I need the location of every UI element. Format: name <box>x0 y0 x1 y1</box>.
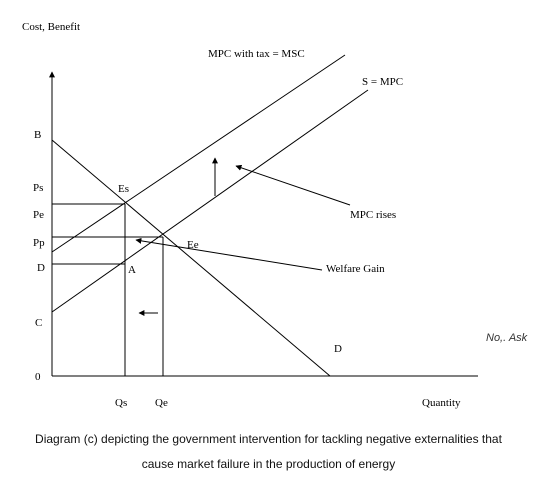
quantity-label-qe: Qe <box>155 397 168 409</box>
mpc-rises-annotation: MPC rises <box>350 209 396 221</box>
price-label-ps: Ps <box>33 182 43 194</box>
demand-curve-label: D <box>334 343 342 355</box>
price-label-d: D <box>37 262 45 274</box>
price-label-b: B <box>34 129 41 141</box>
point-label-es: Es <box>118 183 129 195</box>
x-axis-label: Quantity <box>422 397 461 409</box>
supply-mpc-curve <box>51 89 369 313</box>
price-label-c: C <box>35 317 42 329</box>
origin-label: 0 <box>35 371 41 383</box>
welfare-gain-annotation: Welfare Gain <box>326 263 385 275</box>
msc-curve-label: MPC with tax = MSC <box>208 48 305 60</box>
welfare-gain-pointer-arrow <box>135 237 323 271</box>
figure-caption-line-2: cause market failure in the production o… <box>141 457 396 471</box>
demand-curve <box>51 139 331 377</box>
figure-caption-line-1: Diagram (c) depicting the government int… <box>35 432 502 446</box>
price-label-pp: Pp <box>33 237 45 249</box>
side-note: No,. Ask <box>486 332 528 344</box>
quantity-label-qs: Qs <box>115 397 127 409</box>
y-axis-label: Cost, Benefit <box>22 21 80 33</box>
supply-curve-label: S = MPC <box>362 76 403 88</box>
point-label-ee: Ee <box>187 239 199 251</box>
point-label-a: A <box>128 264 136 276</box>
price-label-pe: Pe <box>33 209 44 221</box>
mpc-rises-pointer-arrow <box>235 164 351 206</box>
msc-curve <box>51 54 346 253</box>
